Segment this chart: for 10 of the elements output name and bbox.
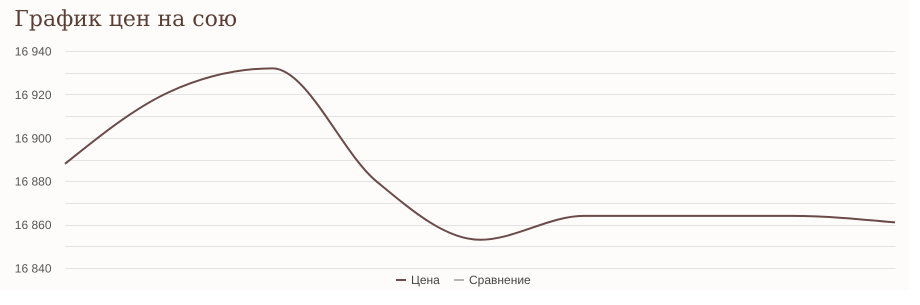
chart-title: График цен на сою bbox=[14, 7, 238, 32]
y-tick-label: 16 940 bbox=[14, 44, 52, 58]
legend-label: Цена bbox=[411, 273, 440, 287]
legend-label: Сравнение bbox=[469, 273, 532, 287]
y-tick-label: 16 900 bbox=[14, 131, 52, 146]
y-tick-label: 16 920 bbox=[14, 88, 52, 102]
y-tick-label: 16 880 bbox=[14, 174, 52, 189]
line-series bbox=[64, 67, 896, 241]
y-tick-label: 16 860 bbox=[14, 218, 52, 232]
y-tick-label: 16 840 bbox=[14, 262, 52, 276]
